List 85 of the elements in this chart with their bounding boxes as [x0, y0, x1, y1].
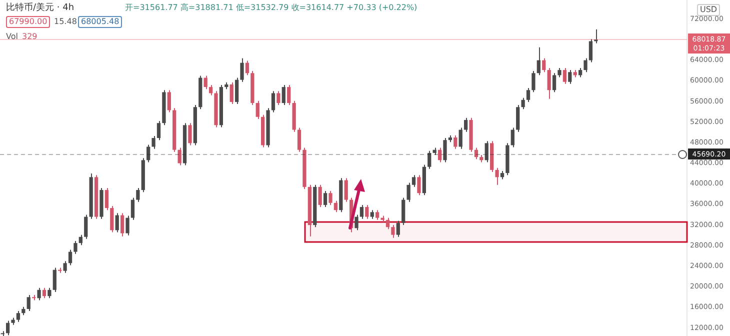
candlestick [402, 197, 406, 226]
candlestick [568, 70, 572, 84]
annotation: 329 [22, 32, 38, 42]
candlestick [240, 58, 244, 82]
candlestick [318, 184, 322, 208]
candlestick [68, 249, 72, 266]
annotation: Vol [6, 32, 18, 42]
candlestick [52, 267, 56, 292]
candlestick [365, 204, 369, 220]
candlestick [328, 190, 332, 206]
candlestick [542, 58, 546, 73]
candlestick [42, 287, 46, 299]
candlestick [37, 287, 41, 301]
candlestick [167, 90, 171, 113]
candlestick [547, 67, 551, 100]
candlestick [78, 234, 82, 246]
candlestick [271, 90, 276, 113]
candlestick [588, 38, 593, 63]
candlestick [562, 67, 567, 84]
candlestick [495, 167, 499, 186]
candlestick [584, 58, 588, 73]
candlestick [130, 197, 135, 220]
candlestick [406, 182, 410, 202]
candlestick [120, 212, 124, 237]
candlestick [376, 210, 380, 220]
candlestick [126, 215, 130, 236]
candlestick [386, 217, 390, 230]
annotation: 15.48 [54, 17, 77, 27]
candlestick [208, 84, 213, 96]
candlestick [354, 214, 358, 231]
candlestick [146, 144, 150, 163]
candlestick [282, 84, 286, 106]
candlestick [104, 187, 109, 211]
candlestick [188, 122, 192, 146]
candlestick [391, 224, 395, 238]
candlestick [256, 100, 260, 120]
candlestick [412, 174, 416, 188]
candlestick [344, 178, 348, 202]
candlestick [578, 67, 582, 78]
candlestick [276, 90, 280, 106]
candlestick [152, 135, 156, 150]
candlestick [360, 204, 364, 220]
annotation: 比特币/美元 · 4h [6, 3, 74, 13]
candlestick [552, 72, 556, 93]
candlestick [438, 147, 442, 163]
candlestick [63, 260, 67, 274]
candlestick [484, 140, 488, 163]
candlestick [26, 294, 30, 312]
candlestick [334, 200, 338, 213]
candlestick [297, 127, 302, 152]
candlestick [245, 60, 250, 76]
candlestick [458, 127, 462, 150]
candlestick [84, 214, 88, 240]
candlestick [536, 46, 540, 76]
candlestick [323, 190, 328, 208]
candlestick [74, 240, 78, 254]
candlestick [48, 287, 52, 299]
candlestick [464, 117, 468, 132]
text: USD [697, 4, 720, 16]
candlestick [230, 82, 234, 105]
candlestick [526, 88, 530, 102]
candlestick [136, 187, 140, 202]
candlestick [417, 174, 421, 196]
annotation: 开=31561.77 高=31881.71 低=31532.79 收=31614.77 +70.33 (+0.22%) [125, 3, 418, 13]
candlestick [204, 75, 208, 90]
candlestick [6, 320, 10, 336]
candlestick [178, 147, 182, 166]
candlestick [115, 212, 119, 233]
candlestick [443, 138, 447, 163]
candlestick [156, 120, 161, 141]
candlestick [428, 150, 432, 170]
candlestick [516, 104, 520, 132]
candlestick [287, 84, 291, 106]
candlestick [454, 134, 458, 150]
candlestick [532, 70, 536, 93]
candlestick [234, 77, 239, 105]
candlestick [396, 220, 400, 238]
candlestick [521, 97, 525, 110]
candlestick [558, 67, 562, 78]
annotation: 67990.00 [6, 16, 50, 28]
candlestick [16, 310, 20, 322]
candlestick [510, 127, 514, 148]
annotation: 68005.48 [78, 16, 122, 28]
candlestick [474, 147, 478, 160]
candlestick [110, 205, 114, 233]
